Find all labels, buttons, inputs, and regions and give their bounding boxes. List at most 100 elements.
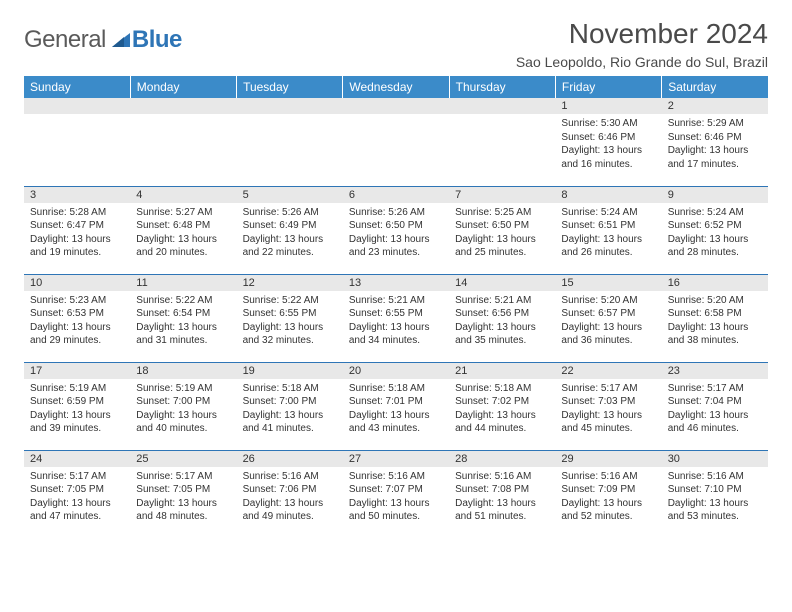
day-details: Sunrise: 5:20 AMSunset: 6:57 PMDaylight:… bbox=[555, 291, 661, 352]
day-number: 16 bbox=[662, 275, 768, 291]
day-details: Sunrise: 5:28 AMSunset: 6:47 PMDaylight:… bbox=[24, 203, 130, 264]
calendar-day-cell: 22Sunrise: 5:17 AMSunset: 7:03 PMDayligh… bbox=[555, 362, 661, 450]
day-number: 25 bbox=[130, 451, 236, 467]
logo-text-blue: Blue bbox=[132, 26, 182, 54]
day-details: Sunrise: 5:27 AMSunset: 6:48 PMDaylight:… bbox=[130, 203, 236, 264]
calendar-day-cell: 9Sunrise: 5:24 AMSunset: 6:52 PMDaylight… bbox=[662, 186, 768, 274]
day-number: 4 bbox=[130, 187, 236, 203]
day-details: Sunrise: 5:16 AMSunset: 7:09 PMDaylight:… bbox=[555, 467, 661, 528]
day-details: Sunrise: 5:16 AMSunset: 7:06 PMDaylight:… bbox=[237, 467, 343, 528]
logo: General Blue bbox=[24, 26, 182, 54]
weekday-header: Tuesday bbox=[237, 76, 343, 98]
calendar-day-cell: 28Sunrise: 5:16 AMSunset: 7:08 PMDayligh… bbox=[449, 450, 555, 538]
day-details: Sunrise: 5:24 AMSunset: 6:52 PMDaylight:… bbox=[662, 203, 768, 264]
day-number: 11 bbox=[130, 275, 236, 291]
weekday-header: Wednesday bbox=[343, 76, 449, 98]
day-details: Sunrise: 5:17 AMSunset: 7:04 PMDaylight:… bbox=[662, 379, 768, 440]
calendar-week-row: 3Sunrise: 5:28 AMSunset: 6:47 PMDaylight… bbox=[24, 186, 768, 274]
calendar-day-cell: 15Sunrise: 5:20 AMSunset: 6:57 PMDayligh… bbox=[555, 274, 661, 362]
day-number: 30 bbox=[662, 451, 768, 467]
day-number: 23 bbox=[662, 363, 768, 379]
day-number bbox=[237, 98, 343, 114]
calendar-day-cell: 3Sunrise: 5:28 AMSunset: 6:47 PMDaylight… bbox=[24, 186, 130, 274]
day-number: 18 bbox=[130, 363, 236, 379]
calendar-day-cell: 2Sunrise: 5:29 AMSunset: 6:46 PMDaylight… bbox=[662, 98, 768, 186]
day-details: Sunrise: 5:25 AMSunset: 6:50 PMDaylight:… bbox=[449, 203, 555, 264]
day-details: Sunrise: 5:26 AMSunset: 6:49 PMDaylight:… bbox=[237, 203, 343, 264]
calendar-week-row: 1Sunrise: 5:30 AMSunset: 6:46 PMDaylight… bbox=[24, 98, 768, 186]
weekday-header: Friday bbox=[555, 76, 661, 98]
calendar-day-cell bbox=[24, 98, 130, 186]
weekday-header: Sunday bbox=[24, 76, 130, 98]
calendar-table: SundayMondayTuesdayWednesdayThursdayFrid… bbox=[24, 76, 768, 538]
header: General Blue November 2024 Sao Leopoldo,… bbox=[24, 18, 768, 70]
logo-text-general: General bbox=[24, 26, 106, 54]
calendar-day-cell: 4Sunrise: 5:27 AMSunset: 6:48 PMDaylight… bbox=[130, 186, 236, 274]
day-number: 20 bbox=[343, 363, 449, 379]
day-number: 3 bbox=[24, 187, 130, 203]
day-number: 7 bbox=[449, 187, 555, 203]
day-number: 28 bbox=[449, 451, 555, 467]
calendar-day-cell: 5Sunrise: 5:26 AMSunset: 6:49 PMDaylight… bbox=[237, 186, 343, 274]
weekday-header: Monday bbox=[130, 76, 236, 98]
calendar-day-cell: 30Sunrise: 5:16 AMSunset: 7:10 PMDayligh… bbox=[662, 450, 768, 538]
day-details: Sunrise: 5:19 AMSunset: 6:59 PMDaylight:… bbox=[24, 379, 130, 440]
calendar-week-row: 17Sunrise: 5:19 AMSunset: 6:59 PMDayligh… bbox=[24, 362, 768, 450]
location-subtitle: Sao Leopoldo, Rio Grande do Sul, Brazil bbox=[516, 54, 768, 70]
day-details: Sunrise: 5:16 AMSunset: 7:08 PMDaylight:… bbox=[449, 467, 555, 528]
calendar-day-cell: 27Sunrise: 5:16 AMSunset: 7:07 PMDayligh… bbox=[343, 450, 449, 538]
calendar-body: 1Sunrise: 5:30 AMSunset: 6:46 PMDaylight… bbox=[24, 98, 768, 538]
title-block: November 2024 Sao Leopoldo, Rio Grande d… bbox=[516, 18, 768, 70]
day-number: 8 bbox=[555, 187, 661, 203]
calendar-day-cell: 6Sunrise: 5:26 AMSunset: 6:50 PMDaylight… bbox=[343, 186, 449, 274]
calendar-day-cell: 11Sunrise: 5:22 AMSunset: 6:54 PMDayligh… bbox=[130, 274, 236, 362]
day-number: 14 bbox=[449, 275, 555, 291]
day-number: 10 bbox=[24, 275, 130, 291]
day-details: Sunrise: 5:30 AMSunset: 6:46 PMDaylight:… bbox=[555, 114, 661, 175]
day-details: Sunrise: 5:18 AMSunset: 7:01 PMDaylight:… bbox=[343, 379, 449, 440]
day-number: 19 bbox=[237, 363, 343, 379]
month-title: November 2024 bbox=[516, 18, 768, 50]
weekday-header: Thursday bbox=[449, 76, 555, 98]
calendar-day-cell: 26Sunrise: 5:16 AMSunset: 7:06 PMDayligh… bbox=[237, 450, 343, 538]
calendar-day-cell: 16Sunrise: 5:20 AMSunset: 6:58 PMDayligh… bbox=[662, 274, 768, 362]
calendar-day-cell: 12Sunrise: 5:22 AMSunset: 6:55 PMDayligh… bbox=[237, 274, 343, 362]
day-number bbox=[449, 98, 555, 114]
day-details: Sunrise: 5:16 AMSunset: 7:10 PMDaylight:… bbox=[662, 467, 768, 528]
weekday-header: Saturday bbox=[662, 76, 768, 98]
calendar-day-cell: 24Sunrise: 5:17 AMSunset: 7:05 PMDayligh… bbox=[24, 450, 130, 538]
day-details: Sunrise: 5:19 AMSunset: 7:00 PMDaylight:… bbox=[130, 379, 236, 440]
day-number bbox=[343, 98, 449, 114]
calendar-day-cell: 13Sunrise: 5:21 AMSunset: 6:55 PMDayligh… bbox=[343, 274, 449, 362]
day-details: Sunrise: 5:21 AMSunset: 6:56 PMDaylight:… bbox=[449, 291, 555, 352]
calendar-day-cell: 17Sunrise: 5:19 AMSunset: 6:59 PMDayligh… bbox=[24, 362, 130, 450]
calendar-day-cell: 7Sunrise: 5:25 AMSunset: 6:50 PMDaylight… bbox=[449, 186, 555, 274]
calendar-day-cell: 29Sunrise: 5:16 AMSunset: 7:09 PMDayligh… bbox=[555, 450, 661, 538]
day-details: Sunrise: 5:22 AMSunset: 6:54 PMDaylight:… bbox=[130, 291, 236, 352]
calendar-day-cell: 19Sunrise: 5:18 AMSunset: 7:00 PMDayligh… bbox=[237, 362, 343, 450]
day-details: Sunrise: 5:17 AMSunset: 7:05 PMDaylight:… bbox=[130, 467, 236, 528]
day-details: Sunrise: 5:17 AMSunset: 7:05 PMDaylight:… bbox=[24, 467, 130, 528]
calendar-day-cell: 8Sunrise: 5:24 AMSunset: 6:51 PMDaylight… bbox=[555, 186, 661, 274]
logo-triangle-icon bbox=[112, 33, 130, 47]
calendar-day-cell: 10Sunrise: 5:23 AMSunset: 6:53 PMDayligh… bbox=[24, 274, 130, 362]
day-details: Sunrise: 5:23 AMSunset: 6:53 PMDaylight:… bbox=[24, 291, 130, 352]
day-number: 29 bbox=[555, 451, 661, 467]
calendar-day-cell: 20Sunrise: 5:18 AMSunset: 7:01 PMDayligh… bbox=[343, 362, 449, 450]
day-details: Sunrise: 5:21 AMSunset: 6:55 PMDaylight:… bbox=[343, 291, 449, 352]
calendar-header-row: SundayMondayTuesdayWednesdayThursdayFrid… bbox=[24, 76, 768, 98]
day-number: 21 bbox=[449, 363, 555, 379]
day-number: 27 bbox=[343, 451, 449, 467]
calendar-day-cell: 1Sunrise: 5:30 AMSunset: 6:46 PMDaylight… bbox=[555, 98, 661, 186]
day-number: 17 bbox=[24, 363, 130, 379]
day-number: 2 bbox=[662, 98, 768, 114]
day-number: 24 bbox=[24, 451, 130, 467]
calendar-day-cell: 14Sunrise: 5:21 AMSunset: 6:56 PMDayligh… bbox=[449, 274, 555, 362]
day-details: Sunrise: 5:18 AMSunset: 7:02 PMDaylight:… bbox=[449, 379, 555, 440]
day-number: 22 bbox=[555, 363, 661, 379]
calendar-day-cell: 21Sunrise: 5:18 AMSunset: 7:02 PMDayligh… bbox=[449, 362, 555, 450]
calendar-day-cell: 25Sunrise: 5:17 AMSunset: 7:05 PMDayligh… bbox=[130, 450, 236, 538]
day-details: Sunrise: 5:20 AMSunset: 6:58 PMDaylight:… bbox=[662, 291, 768, 352]
day-details: Sunrise: 5:16 AMSunset: 7:07 PMDaylight:… bbox=[343, 467, 449, 528]
day-number bbox=[24, 98, 130, 114]
